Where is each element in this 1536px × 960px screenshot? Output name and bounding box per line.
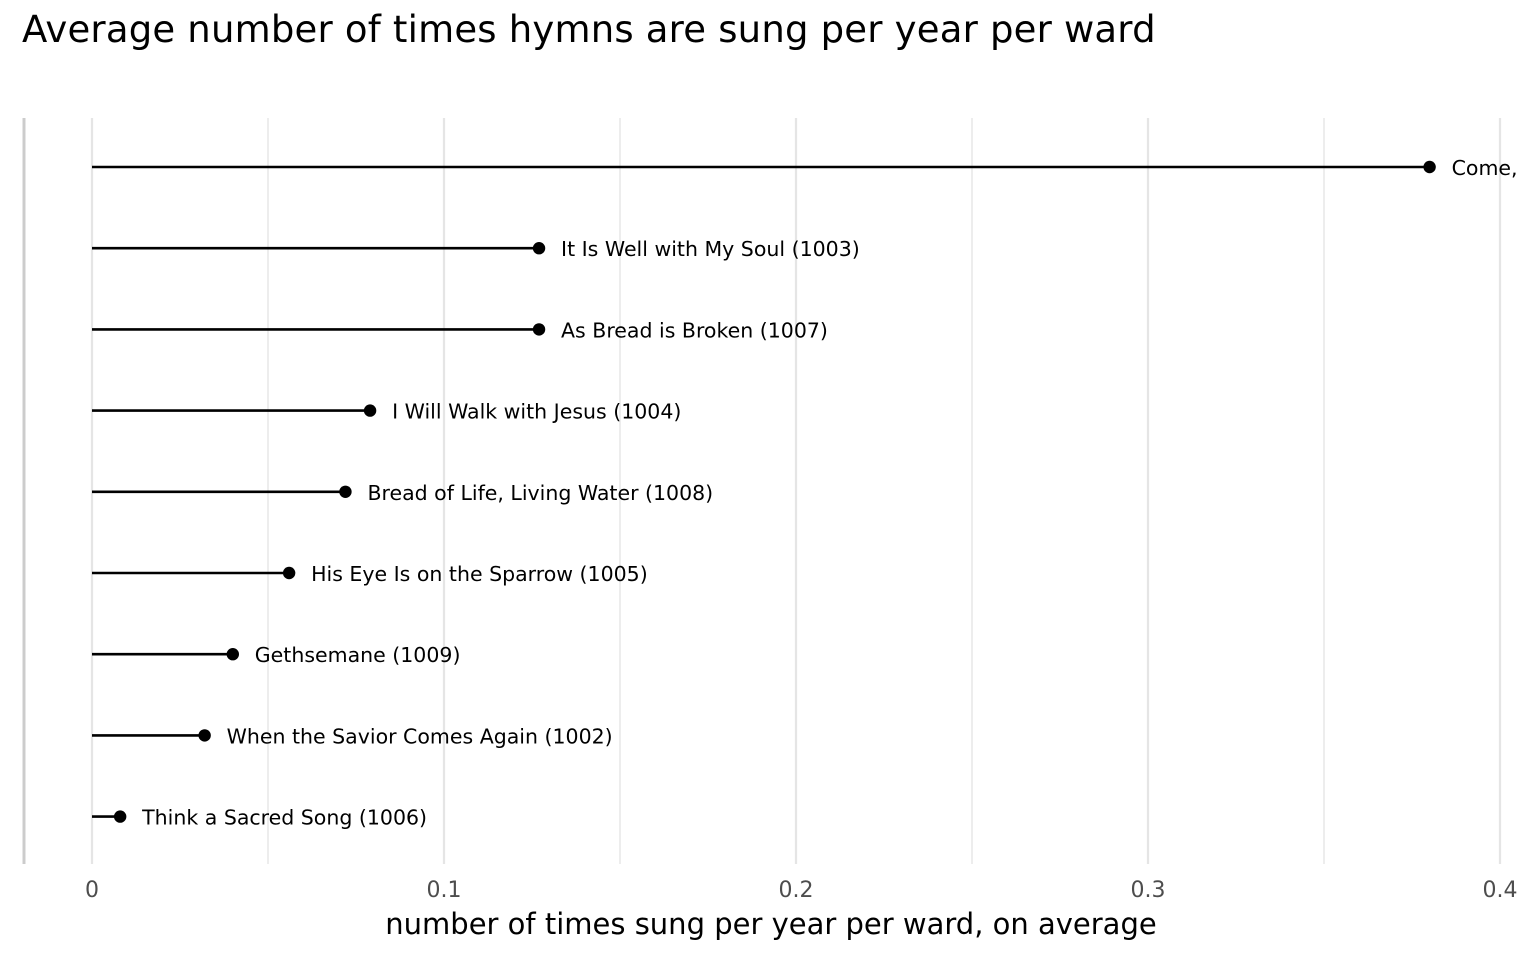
hymn-label: Come, bbox=[1452, 156, 1518, 180]
x-axis-label: number of times sung per year per ward, … bbox=[385, 907, 1156, 941]
x-tick-label: 0.2 bbox=[779, 878, 814, 903]
lollipop-item: It Is Well with My Soul (1003) bbox=[92, 237, 860, 261]
x-tick-labels: 0 0.1 0.2 0.3 0.4 bbox=[85, 878, 1518, 903]
lollipop-point bbox=[1423, 160, 1436, 174]
lollipop-item: Bread of Life, Living Water (1008) bbox=[92, 481, 713, 505]
hymn-label: It Is Well with My Soul (1003) bbox=[561, 237, 860, 261]
lollipop-item: His Eye Is on the Sparrow (1005) bbox=[92, 562, 648, 586]
chart-title: Average number of times hymns are sung p… bbox=[22, 8, 1156, 51]
lollipop-marks: Come, It Is Well with My Soul (1003) As Br… bbox=[92, 156, 1518, 830]
lollipop-point bbox=[198, 729, 211, 742]
lollipop-point bbox=[282, 566, 296, 580]
lollipop-item: Think a Sacred Song (1006) bbox=[92, 806, 427, 830]
x-tick-label: 0.4 bbox=[1483, 878, 1518, 903]
hymn-label: Bread of Life, Living Water (1008) bbox=[367, 481, 713, 505]
lollipop-item: When the Savior Comes Again (1002) bbox=[92, 724, 613, 748]
lollipop-point bbox=[532, 323, 546, 336]
x-tick-label: 0 bbox=[85, 878, 99, 903]
lollipop-item: Gethsemane (1009) bbox=[92, 643, 460, 667]
x-tick-label: 0.1 bbox=[427, 878, 462, 903]
hymn-label: I Will Walk with Jesus (1004) bbox=[392, 400, 681, 424]
hymn-label: Think a Sacred Song (1006) bbox=[141, 806, 427, 830]
lollipop-point bbox=[363, 404, 377, 417]
hymn-label: When the Savior Comes Again (1002) bbox=[227, 724, 613, 748]
lollipop-point bbox=[339, 485, 352, 498]
lollipop-item: As Bread is Broken (1007) bbox=[92, 318, 828, 342]
lollipop-point bbox=[532, 242, 546, 255]
x-tick-label: 0.3 bbox=[1131, 878, 1166, 903]
lollipop-item: I Will Walk with Jesus (1004) bbox=[92, 400, 681, 424]
hymn-label: His Eye Is on the Sparrow (1005) bbox=[311, 562, 648, 586]
hymn-label: Gethsemane (1009) bbox=[255, 643, 461, 667]
hymn-label: As Bread is Broken (1007) bbox=[561, 318, 828, 342]
lollipop-point bbox=[226, 648, 239, 661]
lollipop-point bbox=[113, 810, 127, 823]
lollipop-item: Come, bbox=[92, 156, 1518, 180]
